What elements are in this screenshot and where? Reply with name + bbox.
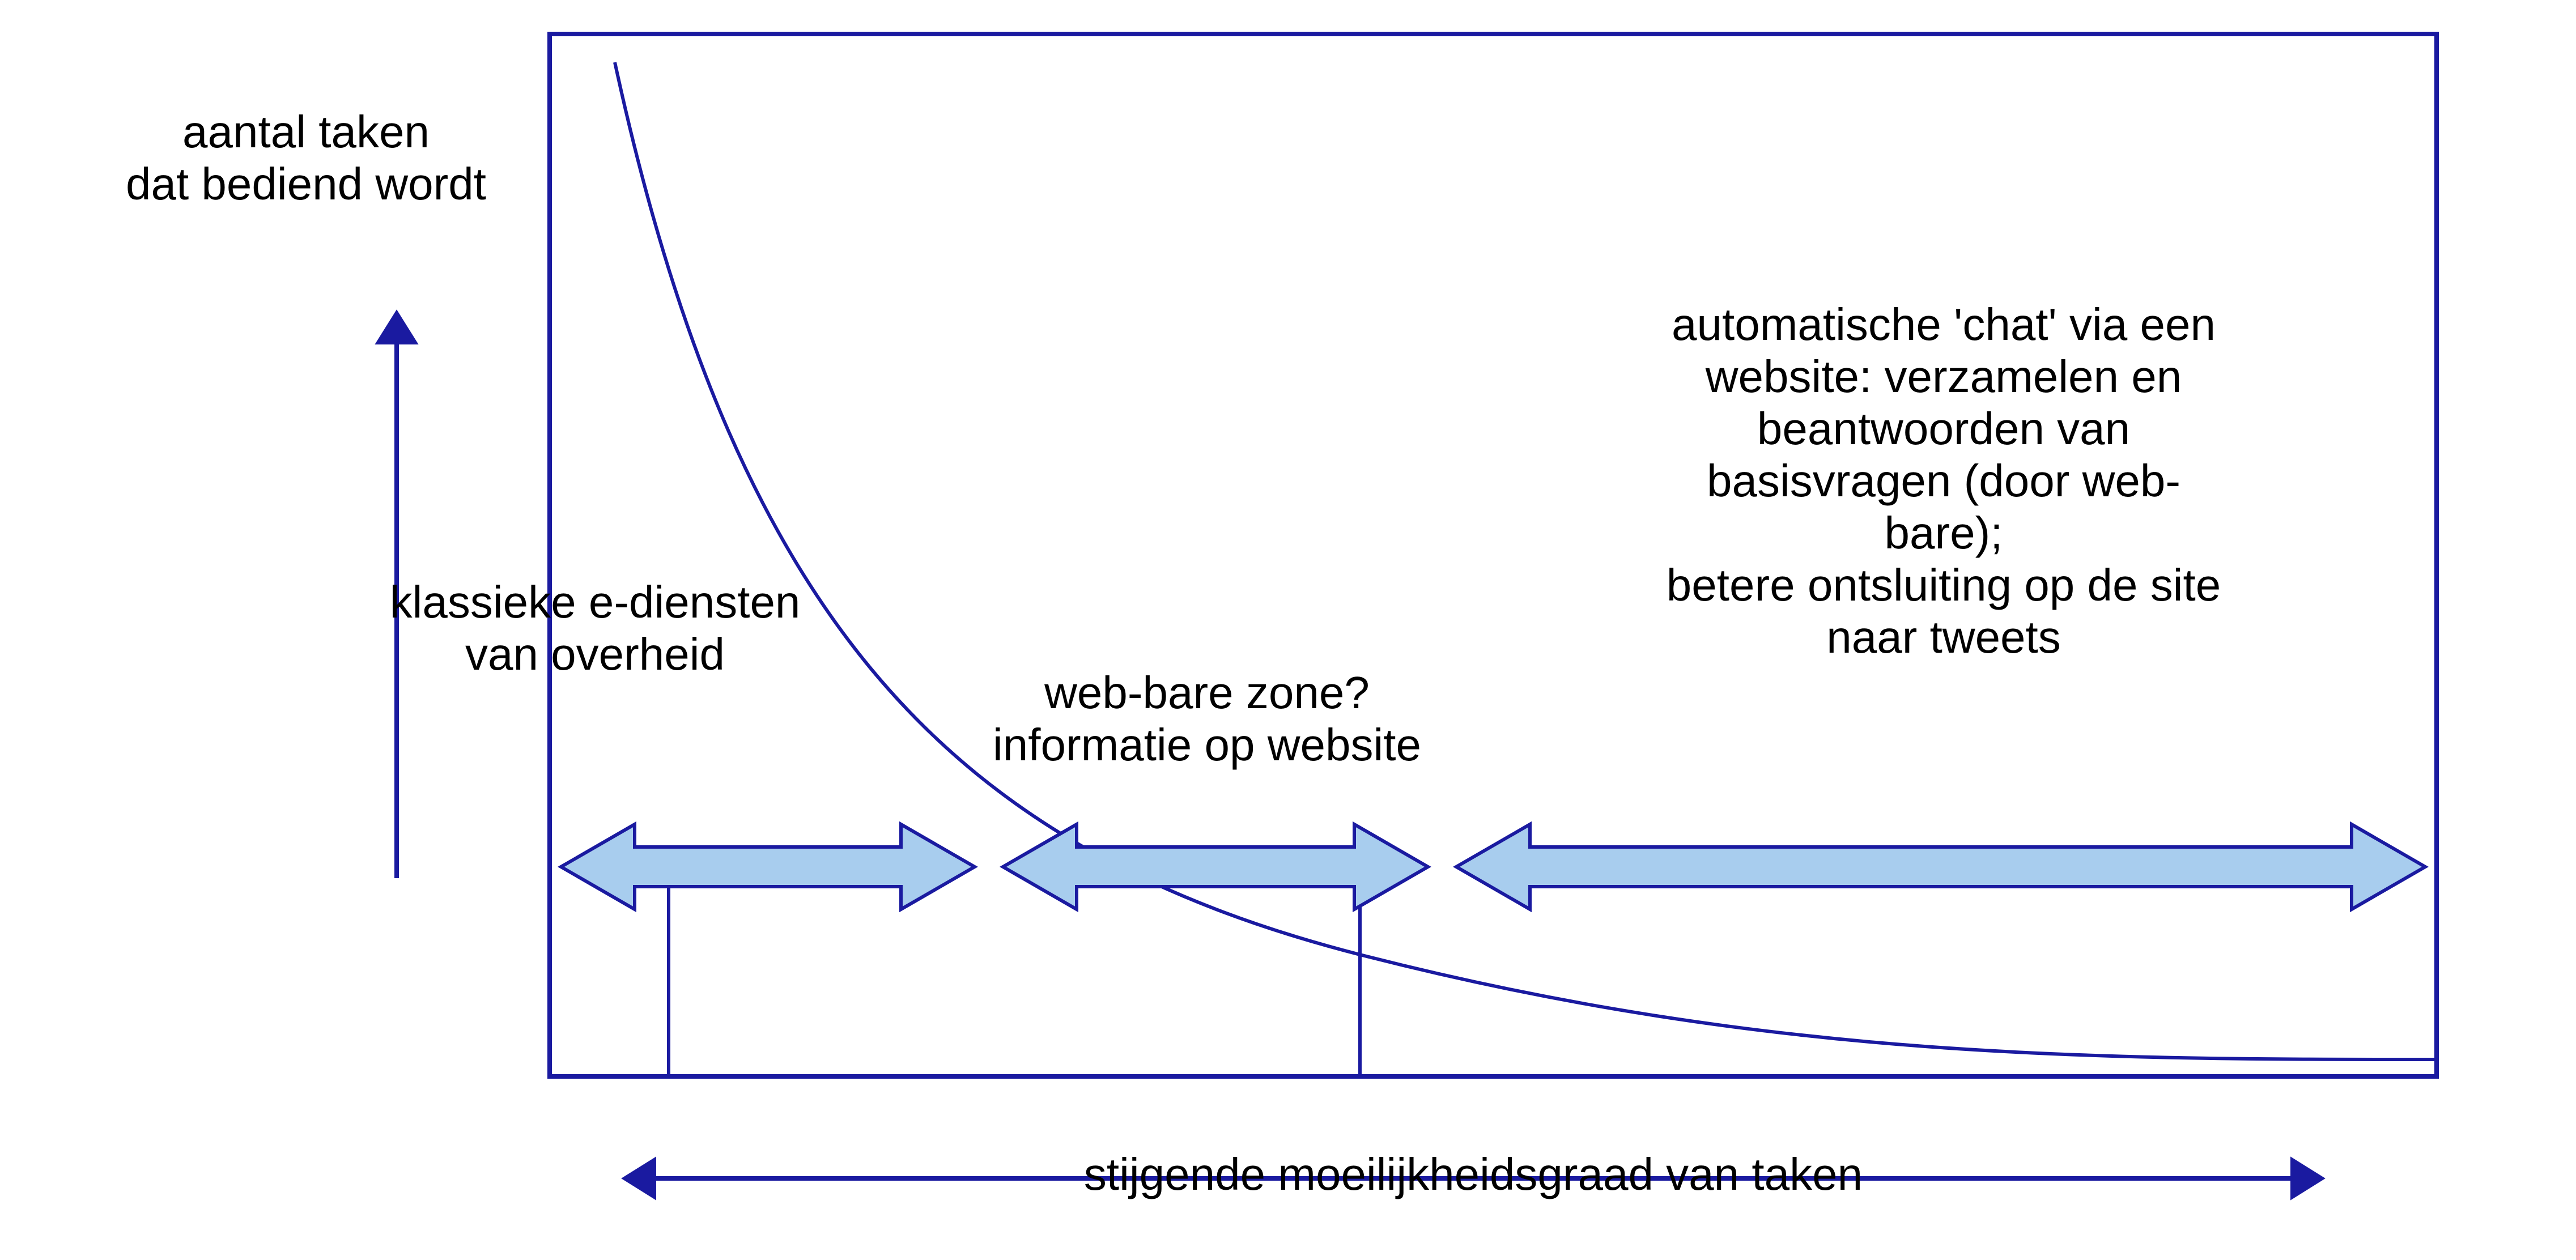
y-axis-title: aantal takendat bediend wordt (126, 107, 486, 209)
x-axis-arrow-head-right (2292, 1159, 2323, 1198)
y-axis-arrow-head (377, 312, 416, 343)
zone-2-label: web-bare zone?informatie op website (993, 667, 1421, 770)
zone-1-label: klassieke e-dienstenvan overheid (390, 577, 801, 679)
x-axis-title: stijgende moeilijkheidsgraad van taken (1084, 1149, 1863, 1199)
plot-box (550, 34, 2437, 1076)
zone-arrow-3 (1456, 824, 2425, 909)
zone-arrow-1 (561, 824, 975, 909)
zone-arrow-2 (1003, 824, 1428, 909)
x-axis-arrow-head-left (623, 1159, 655, 1198)
zone-3-label: automatische 'chat' via eenwebsite: verz… (1667, 299, 2221, 662)
